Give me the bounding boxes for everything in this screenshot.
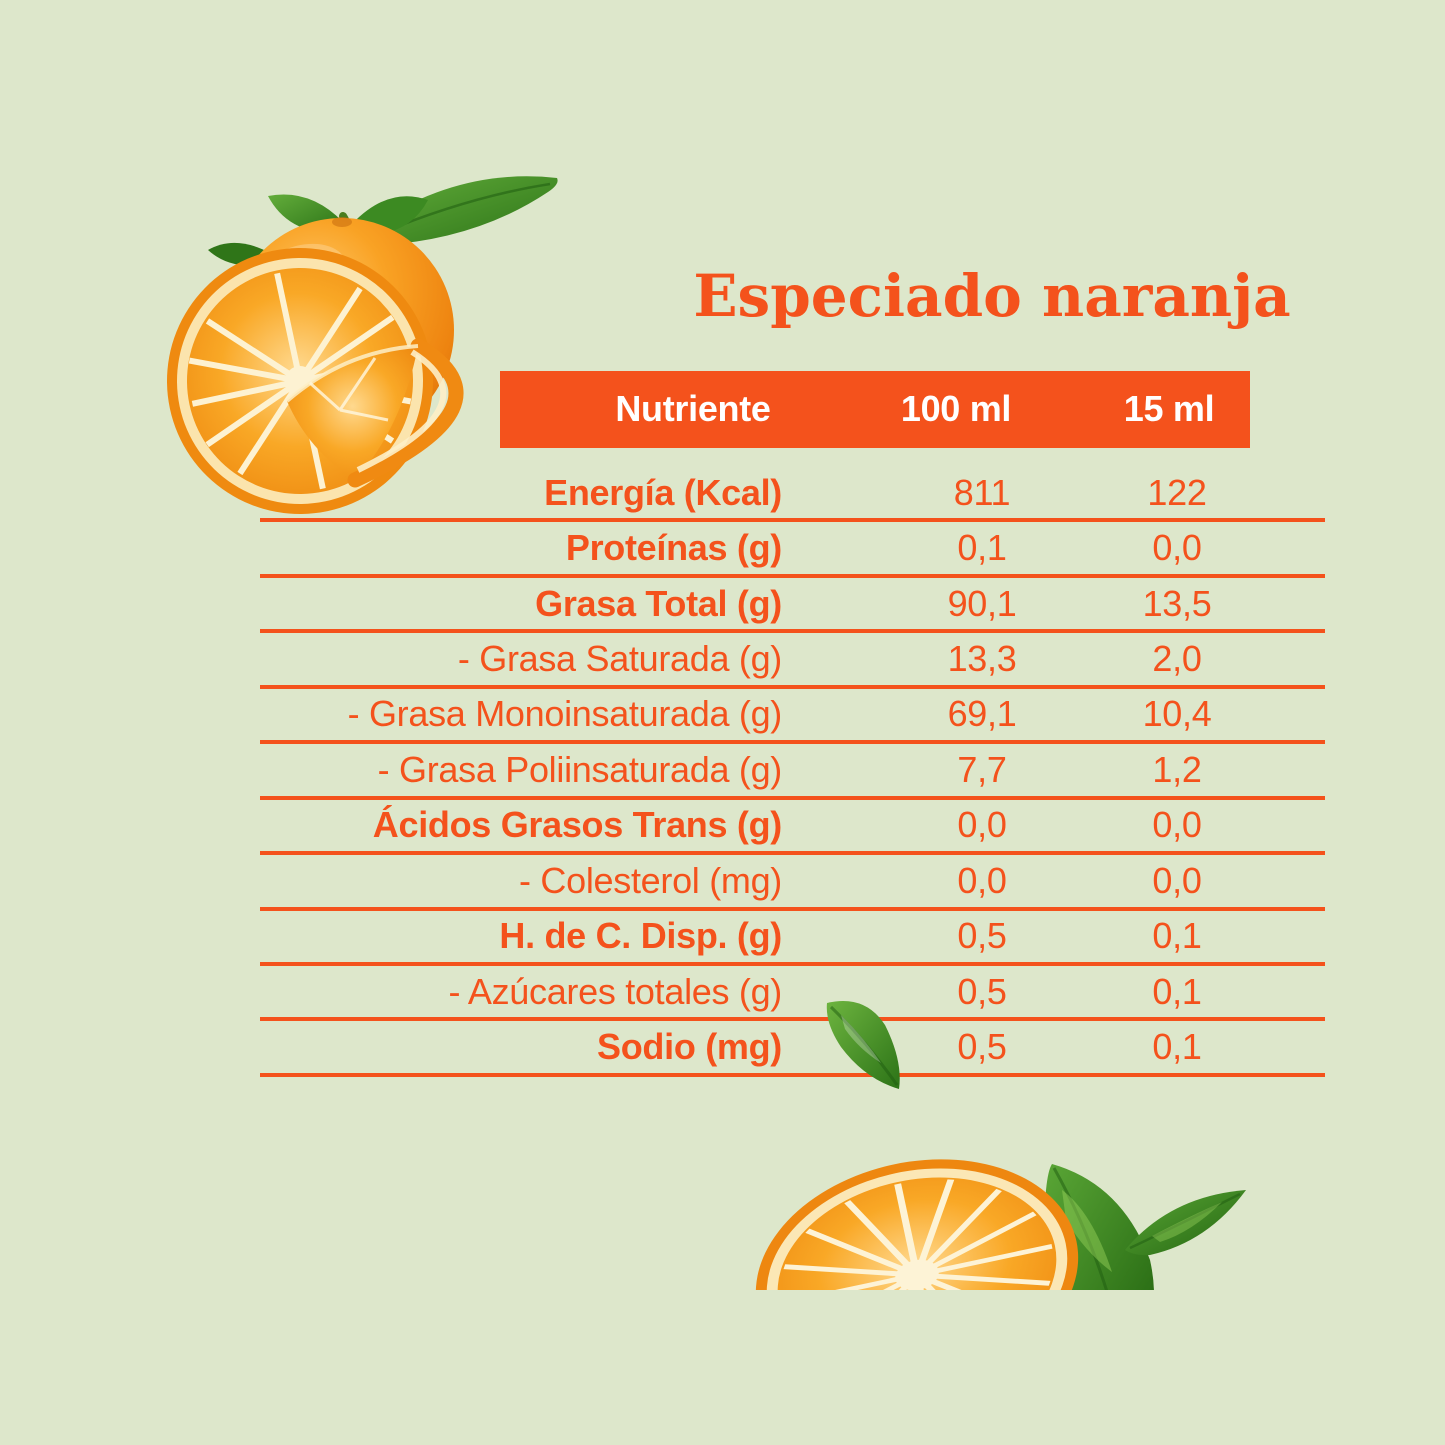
table-row: - Grasa Poliinsaturada (g) 7,7 1,2 bbox=[260, 744, 1325, 800]
table-row: Sodio (mg) 0,5 0,1 bbox=[260, 1021, 1325, 1077]
value-100ml: 811 bbox=[953, 471, 1011, 513]
value-100ml: 7,7 bbox=[957, 748, 1007, 790]
nutrient-label: Sodio (mg) bbox=[597, 1026, 782, 1068]
half-orange bbox=[755, 1159, 1079, 1290]
value-100ml: 0,0 bbox=[957, 859, 1007, 901]
table-row: - Colesterol (mg) 0,0 0,0 bbox=[260, 855, 1325, 911]
nutrient-label: - Azúcares totales (g) bbox=[448, 970, 782, 1012]
orange-half-with-leaves-photo bbox=[755, 1159, 1246, 1290]
column-header-nutriente: Nutriente bbox=[615, 387, 771, 429]
nutrient-label: - Grasa Poliinsaturada (g) bbox=[377, 748, 783, 790]
table-row: - Azúcares totales (g) 0,5 0,1 bbox=[260, 966, 1325, 1022]
nutrition-table: Energía (Kcal) 811 122 Proteínas (g) 0,1 0,0 G… bbox=[260, 467, 1325, 1077]
value-15ml: 2,0 bbox=[1152, 638, 1202, 680]
value-100ml: 0,1 bbox=[957, 527, 1007, 569]
value-100ml: 0,5 bbox=[957, 970, 1007, 1012]
value-15ml: 10,4 bbox=[1142, 693, 1212, 735]
value-100ml: 69,1 bbox=[947, 693, 1017, 735]
leaf-icon bbox=[355, 176, 558, 246]
oranges-with-leaves-photo bbox=[167, 176, 558, 514]
value-15ml: 0,0 bbox=[1152, 527, 1202, 569]
table-row: - Grasa Saturada (g) 13,3 2,0 bbox=[260, 633, 1325, 689]
table-row: Grasa Total (g) 90,1 13,5 bbox=[260, 578, 1325, 634]
value-15ml: 122 bbox=[1147, 471, 1207, 513]
value-100ml: 0,5 bbox=[957, 915, 1007, 957]
nutrient-label: - Grasa Monoinsaturada (g) bbox=[347, 693, 783, 735]
falling-leaf-icon bbox=[826, 1000, 900, 1089]
value-100ml: 0,0 bbox=[957, 804, 1007, 846]
value-15ml: 1,2 bbox=[1152, 748, 1202, 790]
value-15ml: 0,0 bbox=[1152, 804, 1202, 846]
nutrient-label: - Grasa Saturada (g) bbox=[457, 638, 782, 680]
value-15ml: 0,1 bbox=[1152, 1026, 1202, 1068]
nutrient-label: - Colesterol (mg) bbox=[519, 859, 782, 901]
table-row: Proteínas (g) 0,1 0,0 bbox=[260, 522, 1325, 578]
nutrient-label: Grasa Total (g) bbox=[535, 582, 782, 624]
nutrient-label: Ácidos Grasos Trans (g) bbox=[372, 804, 783, 846]
table-row: Energía (Kcal) 811 122 bbox=[260, 467, 1325, 523]
value-100ml: 90,1 bbox=[947, 582, 1017, 624]
value-15ml: 0,1 bbox=[1152, 970, 1202, 1012]
table-header-bar: Nutriente 100 ml 15 ml bbox=[500, 371, 1250, 448]
column-header-100ml: 100 ml bbox=[900, 387, 1012, 429]
column-header-15ml: 15 ml bbox=[1123, 387, 1215, 429]
value-15ml: 0,1 bbox=[1152, 915, 1202, 957]
nutrient-label: H. de C. Disp. (g) bbox=[499, 915, 782, 957]
table-row: - Grasa Monoinsaturada (g) 69,1 10,4 bbox=[260, 689, 1325, 745]
orange-wedge bbox=[285, 338, 464, 488]
table-row: H. de C. Disp. (g) 0,5 0,1 bbox=[260, 911, 1325, 966]
nutrient-label: Proteínas (g) bbox=[565, 527, 782, 569]
nutrient-label: Energía (Kcal) bbox=[544, 471, 782, 513]
value-100ml: 13,3 bbox=[947, 638, 1017, 680]
value-100ml: 0,5 bbox=[957, 1026, 1007, 1068]
page-title: Especiado naranja bbox=[693, 262, 1291, 330]
value-15ml: 13,5 bbox=[1142, 582, 1212, 624]
leaf-icon bbox=[1125, 1190, 1246, 1256]
table-row: Ácidos Grasos Trans (g) 0,0 0,0 bbox=[260, 800, 1325, 856]
bottom-decoration bbox=[0, 1150, 1445, 1290]
value-15ml: 0,0 bbox=[1152, 859, 1202, 901]
